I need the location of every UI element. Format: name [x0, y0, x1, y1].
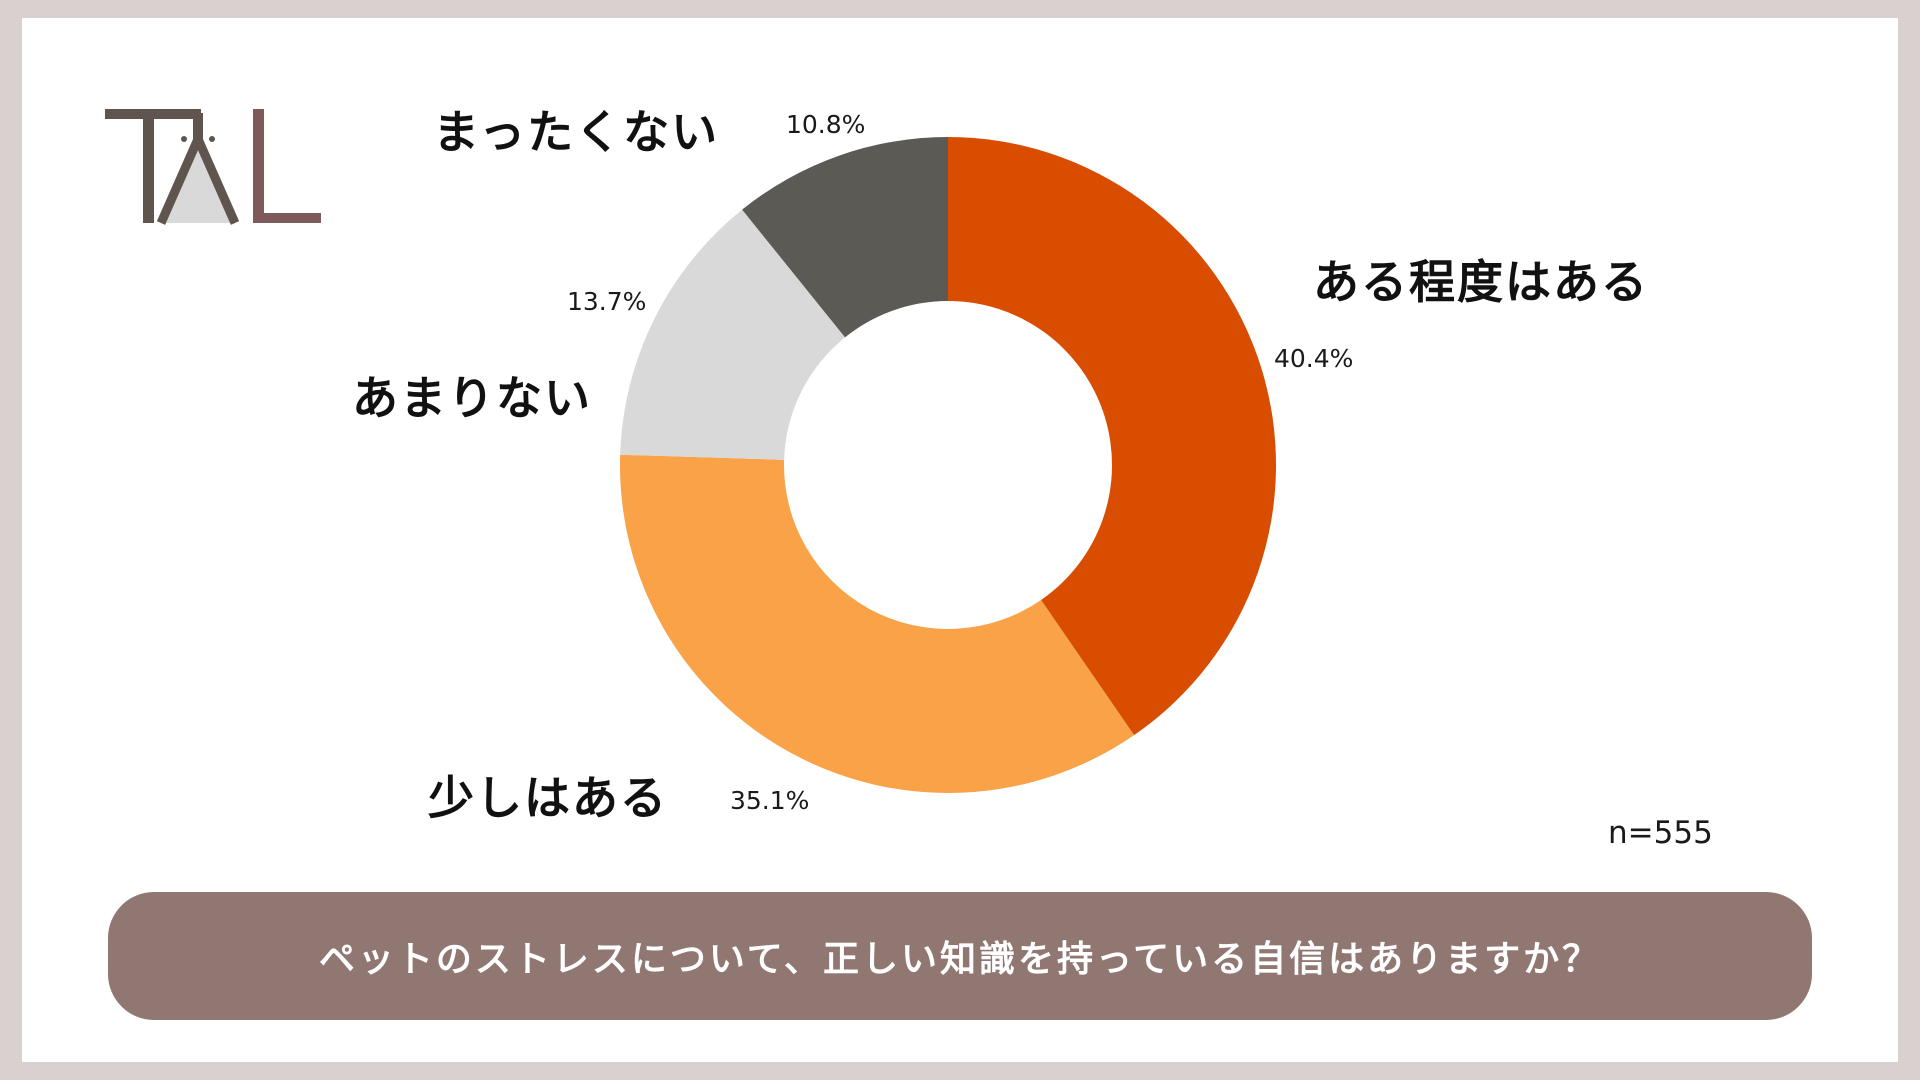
sample-size-label: n=555	[1608, 815, 1713, 851]
logo-l-foot	[253, 213, 321, 223]
question-banner: ペットのストレスについて、正しい知識を持っている自信はありますか？	[108, 892, 1812, 1020]
logo-a-fill	[161, 139, 235, 223]
value-label-a-little: 35.1%	[730, 786, 810, 815]
slice-somewhat	[948, 137, 1276, 736]
category-label-not-much: あまりない	[352, 371, 592, 425]
logo-dot-left	[181, 136, 187, 142]
question-text: ペットのストレスについて、正しい知識を持っている自信はありますか？	[318, 939, 1602, 980]
slice-not-much	[620, 209, 846, 460]
category-label-a-little: 少しはある	[428, 771, 668, 825]
logo-t-stem	[143, 109, 154, 223]
slice-not-at-all	[742, 137, 948, 338]
category-label-somewhat: ある程度はある	[1313, 255, 1649, 309]
logo-dot-right	[209, 136, 215, 142]
value-label-somewhat: 40.4%	[1274, 344, 1354, 373]
category-label-not-at-all: まったくない	[433, 105, 720, 159]
logo-l-stem	[253, 109, 264, 223]
logo-a-stem	[193, 113, 203, 143]
tal-logo	[105, 109, 321, 225]
value-label-not-much: 13.7%	[567, 287, 647, 316]
value-label-not-at-all: 10.8%	[786, 110, 866, 139]
logo-a-right	[193, 137, 240, 225]
logo-a-left	[156, 137, 203, 225]
slice-a-little	[620, 454, 1135, 793]
